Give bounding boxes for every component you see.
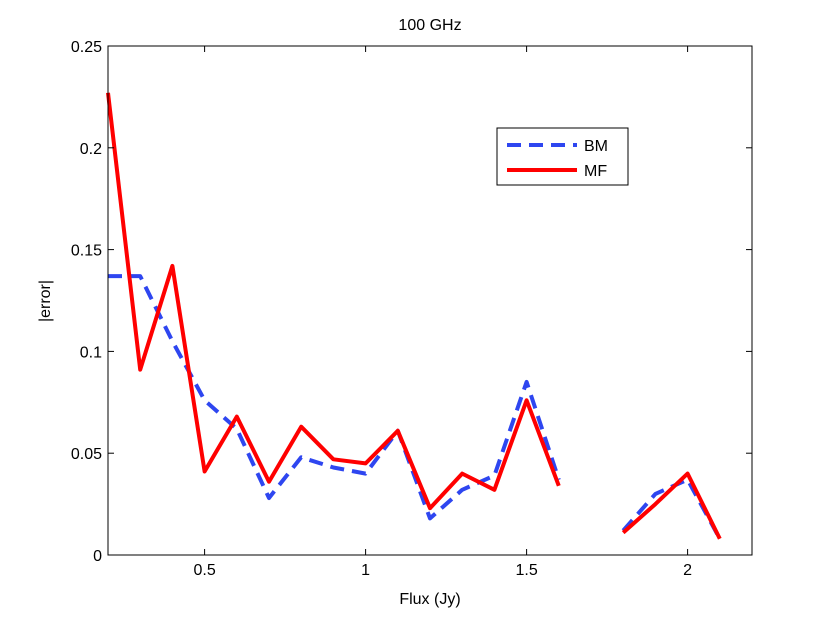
series-line-bm bbox=[108, 274, 561, 521]
legend: BM MF bbox=[496, 127, 629, 186]
ticks-layer: 0.5 1 1.5 2 0 0.05 0.1 0.15 0.2 0.25 bbox=[71, 39, 752, 579]
x-tick-label: 1.5 bbox=[515, 562, 537, 579]
legend-box bbox=[496, 127, 629, 186]
series-line-mf bbox=[621, 471, 722, 540]
y-tick-label: 0 bbox=[93, 548, 102, 565]
y-axis-label: |error| bbox=[37, 280, 54, 322]
plot-frame bbox=[107, 45, 753, 556]
x-axis-label: Flux (Jy) bbox=[399, 591, 460, 608]
chart-title: 100 GHz bbox=[398, 17, 461, 34]
y-tick-label: 0.1 bbox=[80, 344, 102, 361]
x-tick-label: 0.5 bbox=[193, 562, 215, 579]
y-tick-label: 0.2 bbox=[80, 141, 102, 158]
legend-label-bm: BM bbox=[584, 138, 608, 155]
legend-label-mf: MF bbox=[584, 163, 607, 180]
series-layer bbox=[106, 92, 722, 540]
x-tick-label: 1 bbox=[361, 562, 370, 579]
y-tick-label: 0.15 bbox=[71, 243, 102, 260]
y-tick-label: 0.05 bbox=[71, 446, 102, 463]
y-tick-label: 0.25 bbox=[71, 39, 102, 56]
x-tick-label: 2 bbox=[683, 562, 692, 579]
series-line-mf bbox=[106, 92, 561, 511]
